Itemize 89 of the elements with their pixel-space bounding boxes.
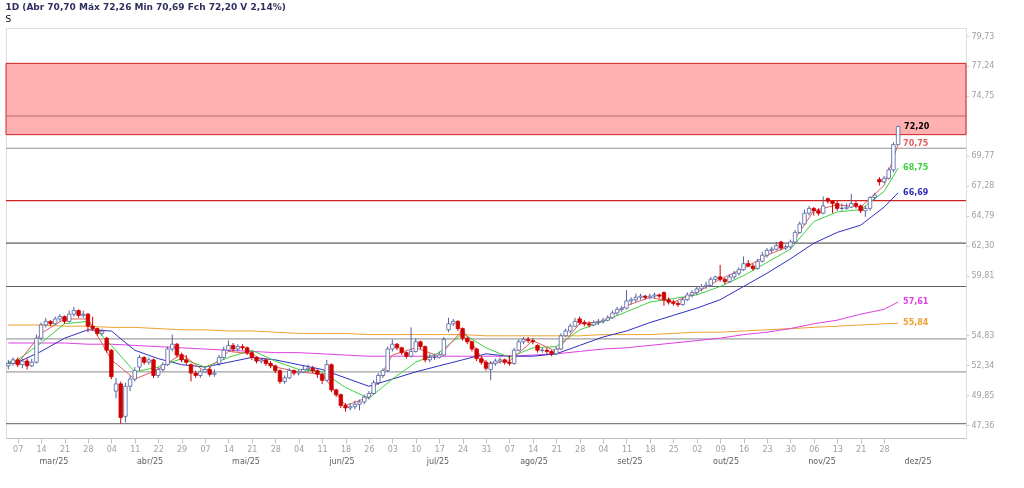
x-tick-label: 28 xyxy=(83,444,94,454)
chart-subtitle: S xyxy=(5,14,12,24)
x-tick-label: 10 xyxy=(411,444,422,454)
text: abr/25 xyxy=(136,457,164,466)
text: mai/25 xyxy=(232,457,260,466)
y-tick-label: 77,24 xyxy=(971,61,995,71)
x-tick-label: 21 xyxy=(856,444,867,454)
candlestick xyxy=(85,312,91,333)
x-tick-label: 21 xyxy=(247,444,258,454)
candlestick xyxy=(408,326,414,358)
x-tick-label: 07 xyxy=(504,444,516,454)
data-label: 68,75 xyxy=(903,163,929,173)
text: mar/25 xyxy=(39,457,69,466)
candlestick xyxy=(647,293,653,301)
line-series xyxy=(7,301,899,357)
x-tick-label: 13 xyxy=(832,444,843,454)
x-tick-label: 23 xyxy=(762,444,773,454)
candlestick xyxy=(600,317,606,325)
candlestick xyxy=(352,400,358,410)
x-tick-label: 11 xyxy=(130,444,141,454)
x-tick-label: 04 xyxy=(106,444,117,454)
candlestick xyxy=(544,347,550,355)
x-tick-label: 11 xyxy=(621,444,633,454)
line-series xyxy=(7,192,899,387)
candlestick xyxy=(305,364,311,373)
x-tick-label: 11 xyxy=(317,444,328,454)
x-tick-label: 04 xyxy=(598,444,609,454)
candlestick xyxy=(526,336,531,344)
data-label: 55,84 xyxy=(903,318,929,328)
annotation: 72,20 xyxy=(904,121,930,131)
text: jul/25 xyxy=(425,457,450,466)
x-tick-label: 28 xyxy=(879,444,890,454)
candlestick xyxy=(113,377,119,399)
x-tick-label: 31 xyxy=(481,444,492,454)
text: ago/25 xyxy=(520,457,548,466)
candlestick xyxy=(675,300,681,308)
data-label: 70,75 xyxy=(903,139,929,149)
x-tick-label: 21 xyxy=(551,444,562,454)
text: jun/25 xyxy=(328,457,355,466)
candlestick xyxy=(661,290,667,307)
x-tick-label: 26 xyxy=(364,444,375,454)
y-tick-label: 52,34 xyxy=(971,360,995,370)
x-tick-label: 24 xyxy=(457,444,469,454)
text: dez/25 xyxy=(904,457,932,466)
y-tick-label: 62,30 xyxy=(971,241,995,251)
x-tick-label: 06 xyxy=(809,444,820,454)
x-tick-label: 18 xyxy=(340,444,352,454)
y-tick-label: 49,85 xyxy=(971,390,995,400)
x-tick-label: 14 xyxy=(36,444,47,454)
y-tick-label: 67,28 xyxy=(971,181,995,191)
x-tick-label: 14 xyxy=(528,444,539,454)
data-label: 66,69 xyxy=(903,187,929,197)
x-tick-label: 04 xyxy=(294,444,305,454)
candlestick xyxy=(586,320,592,328)
y-tick-label: 47,36 xyxy=(971,420,995,430)
x-tick-label: 21 xyxy=(59,444,71,454)
y-tick-label: 79,73 xyxy=(971,31,995,41)
y-tick-label: 59,81 xyxy=(971,271,995,281)
x-tick-label: 03 xyxy=(387,444,398,454)
candlestick xyxy=(718,264,723,283)
x-tick-label: 30 xyxy=(785,444,796,454)
x-tick-label: 18 xyxy=(645,444,656,454)
x-tick-label: 14 xyxy=(223,444,235,454)
x-tick-label: 28 xyxy=(575,444,586,454)
text: set/25 xyxy=(617,457,643,466)
y-tick-label: 69,77 xyxy=(971,151,995,161)
candlestick xyxy=(71,306,77,318)
y-tick-label: 74,75 xyxy=(971,91,995,101)
x-tick-label: 28 xyxy=(270,444,281,454)
x-tick-label: 25 xyxy=(668,444,679,454)
y-tick-label: 64,79 xyxy=(971,211,995,221)
text: out/25 xyxy=(713,457,739,466)
x-tick-label: 22 xyxy=(153,444,164,454)
data-label: 57,61 xyxy=(903,297,929,307)
x-tick-label: 07 xyxy=(200,444,211,454)
x-tick-label: 07 xyxy=(13,444,24,454)
text: nov/25 xyxy=(808,457,836,466)
candlestick xyxy=(497,356,503,364)
candlestick xyxy=(188,362,194,382)
x-tick-label: 16 xyxy=(738,444,750,454)
chart-title: 1D (Abr 70,70 Máx 72,26 Min 70,69 Fch 72,20 V 2,14%) xyxy=(5,2,286,12)
x-tick-label: 02 xyxy=(692,444,703,454)
y-tick-label: 54,83 xyxy=(971,330,995,340)
candlestick xyxy=(10,356,16,367)
x-tick-label: 29 xyxy=(177,444,188,454)
x-tick-label: 09 xyxy=(715,444,726,454)
candlestick xyxy=(736,266,742,277)
x-tick-label: 17 xyxy=(434,444,445,454)
candlestick xyxy=(703,281,709,290)
